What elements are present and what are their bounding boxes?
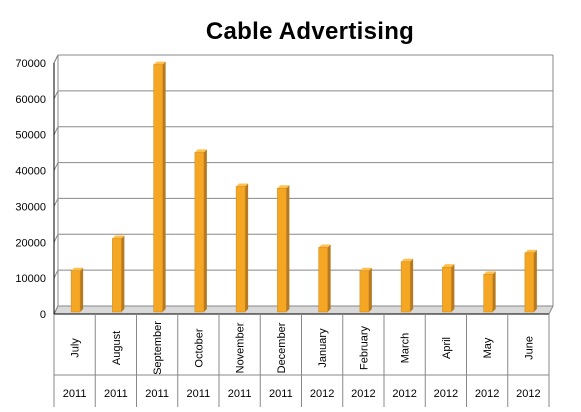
bar-side [492,271,496,312]
bar-front [400,261,411,313]
bar [70,267,84,313]
bar-top [318,244,331,248]
y-tick-label: 60000 [15,94,46,106]
x-year-label: 2011 [145,388,169,400]
gridline-side [53,126,59,135]
y-tick-label: 10000 [15,273,46,285]
x-tick-label: February [358,325,370,370]
x-tick-label: January [317,328,329,368]
bar-front [359,270,370,313]
x-tick-label: August [111,331,123,365]
x-year-label: 2012 [392,388,416,400]
bar-side [80,267,84,312]
bar-top [153,61,166,65]
y-tick-label: 70000 [15,58,46,70]
chart-title: Cable Advertising [205,18,415,45]
bar-top [194,149,207,153]
bar [359,267,372,313]
gridline-side [53,198,59,207]
bar [277,185,290,313]
bar-front [235,186,246,313]
bar [194,149,207,313]
bar-front [194,152,205,313]
bar-front [442,266,452,313]
x-tick-label: July [70,338,82,358]
x-tick-label: June [523,336,535,360]
bar-top [401,258,414,262]
y-tick-label: 30000 [15,201,46,213]
bar-side [327,244,331,312]
bar [235,183,249,313]
x-tick-label: April [441,337,453,359]
bar-top [359,267,372,271]
bar-side [410,258,414,312]
bar-front [524,252,535,313]
bar [442,264,455,313]
y-tick-label: 50000 [15,130,46,142]
bar-side [451,264,455,312]
gridline-side [53,305,59,315]
gridline-side [53,162,59,171]
bars [70,61,537,313]
bar-side [286,185,290,312]
gridline-side [53,269,59,279]
x-year-label: 2011 [104,388,128,400]
bar-side [368,267,372,312]
floor [53,305,554,315]
x-year-label: 2011 [228,388,252,400]
x-tick-label: October [193,328,205,367]
bar-side [162,61,166,313]
x-year-label: 2011 [269,388,293,400]
x-year-label: 2012 [475,388,499,400]
y-axis: 0 10000 20000 30000 40000 50000 60000 70000 [15,58,55,321]
x-tick-label: May [482,337,494,358]
x-year-label: 2012 [434,388,458,400]
y-tick-label: 0 [40,309,46,321]
x-year-label: 2011 [63,388,87,400]
gridlines [53,54,553,315]
x-year-label: 2012 [310,388,334,400]
bar [400,258,414,313]
gridline-side [53,234,59,243]
bar-top [442,264,455,268]
y-tick-label: 40000 [15,166,46,178]
bar-side [121,235,125,312]
bar-top [483,271,496,275]
bar-front [153,64,163,313]
x-tick-label: September [152,321,164,375]
bar-top [277,185,290,189]
bar-front [483,274,493,313]
bar [112,235,125,313]
bar-top [112,235,125,239]
bar-side [245,183,249,312]
bar [524,249,537,313]
y-tick-label: 20000 [15,237,46,249]
bar-side [203,149,207,312]
bar-front [277,188,287,313]
x-tick-label: November [235,322,247,373]
x-year-label: 2011 [187,388,211,400]
x-tick-label: March [400,333,412,364]
x-tick-label: December [276,322,288,373]
chart-walls [53,54,554,315]
bar-top [71,267,84,271]
bar [483,271,496,313]
gridline-side [53,54,59,64]
bar [318,244,331,313]
x-year-label: 2012 [351,388,375,400]
bar-top [524,249,537,253]
bar-front [318,247,328,313]
bar-front [112,238,122,313]
bar-top [236,183,249,187]
bar [153,61,166,313]
bar-side [533,249,537,312]
x-axis: July 2011 August 2011 September 2011 October 20… [53,313,550,407]
bar-front [70,270,81,313]
x-year-label: 2012 [516,388,540,400]
gridline-side [53,90,59,100]
